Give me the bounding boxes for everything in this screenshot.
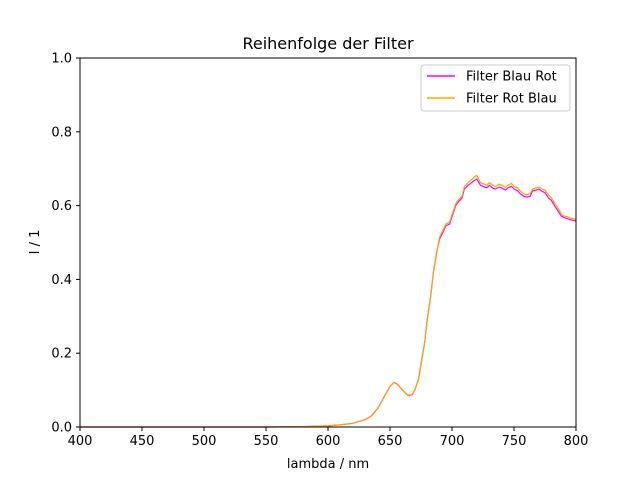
x-axis-title: lambda / nm: [287, 457, 369, 472]
y-tick-label: 0.0: [51, 421, 72, 436]
x-tick-label: 650: [378, 434, 403, 449]
y-tick-label: 1.0: [51, 52, 72, 67]
plot-area: [80, 58, 576, 427]
x-tick-label: 800: [564, 434, 589, 449]
y-tick-label: 0.2: [51, 347, 72, 362]
x-tick-label: 550: [254, 434, 279, 449]
series-layer: [80, 174, 577, 428]
x-tick-label: 500: [192, 434, 217, 449]
x-tick-label: 400: [68, 434, 93, 449]
chart-title: Reihenfolge der Filter: [242, 34, 413, 53]
y-tick-label: 0.4: [51, 273, 72, 288]
legend-label-0: Filter Blau Rot: [466, 70, 557, 85]
legend-box: [420, 64, 571, 112]
y-axis: 0.0 0.2 0.4 0.6 0.8 1.0: [51, 52, 80, 436]
x-tick-label: 600: [316, 434, 341, 449]
legend-label-1: Filter Rot Blau: [466, 92, 557, 107]
x-axis: 400 450 500 550 600 650 700 750 800: [68, 427, 589, 449]
series-line-1: [80, 174, 577, 428]
x-tick-label: 700: [440, 434, 465, 449]
x-tick-label: 750: [502, 434, 527, 449]
legend: Filter Blau Rot Filter Rot Blau: [420, 64, 571, 112]
x-tick-label: 450: [130, 434, 155, 449]
y-axis-title: I / 1: [28, 230, 43, 255]
y-tick-label: 0.6: [51, 199, 72, 214]
y-tick-label: 0.8: [51, 125, 72, 140]
